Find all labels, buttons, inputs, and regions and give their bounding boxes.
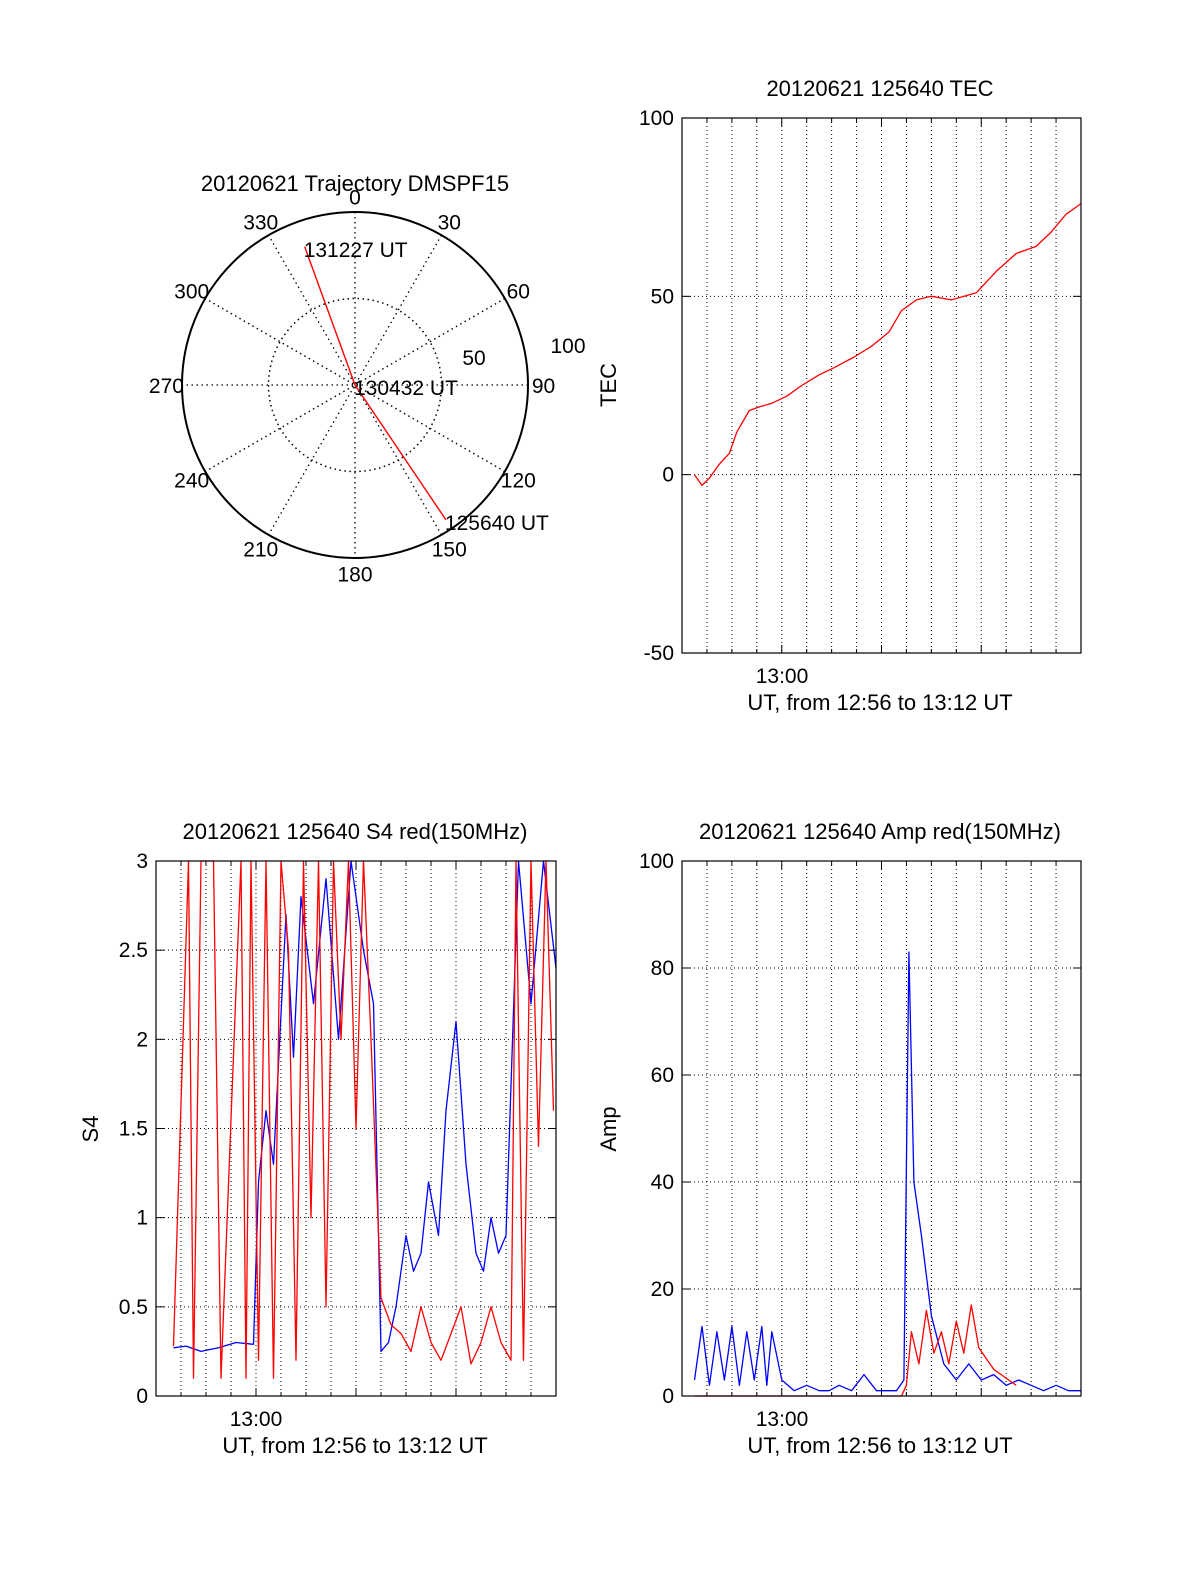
s4-series-line <box>172 860 555 1379</box>
polar-angle-label: 30 <box>438 212 461 235</box>
polar-trajectory-panel: 20120621 Trajectory DMSPF15 0 30 60 90 120 15… <box>149 171 586 587</box>
s4-y-tick-label: 3 <box>136 850 148 873</box>
tec-x-tick-label: 13:00 <box>756 665 809 688</box>
amp-y-tick-label: 40 <box>651 1171 674 1194</box>
tec-chart-panel: 20120621 125640 TEC UT, from 12:56 to 13… <box>596 76 1082 715</box>
amp-series-blue <box>693 951 1081 1392</box>
s4-y-tick-label: 1.5 <box>119 1118 148 1141</box>
tec-series-line <box>693 203 1082 487</box>
s4-series-red <box>172 860 555 1379</box>
polar-ring-50 <box>267 297 443 473</box>
amp-x-axis-label: UT, from 12:56 to 13:12 UT <box>747 1433 1012 1458</box>
amp-series-line <box>694 1304 1017 1397</box>
amp-y-tick-label: 80 <box>651 957 674 980</box>
s4-chart-title: 20120621 125640 S4 red(150MHz) <box>183 819 528 844</box>
s4-series-blue <box>173 860 557 1353</box>
polar-chart-title: 20120621 Trajectory DMSPF15 <box>201 171 509 196</box>
amp-chart-panel: 20120621 125640 Amp red(150MHz) UT, from… <box>596 819 1082 1458</box>
s4-chart-panel: 20120621 125640 S4 red(150MHz) UT, from … <box>78 819 557 1458</box>
tec-y-axis-label: TEC <box>596 363 621 407</box>
amp-chart-title: 20120621 125640 Amp red(150MHz) <box>699 819 1061 844</box>
polar-angle-label: 270 <box>149 375 184 398</box>
polar-time-annotation: 125640 UT <box>445 512 549 535</box>
amp-y-tick-label: 0 <box>662 1385 674 1408</box>
s4-x-tick-label: 13:00 <box>230 1408 283 1431</box>
amp-y-tick-label: 100 <box>639 850 674 873</box>
polar-angle-label: 90 <box>532 375 555 398</box>
tec-y-tick-label: 50 <box>651 285 674 308</box>
polar-trajectory-line <box>304 246 447 521</box>
polar-time-annotation: 131227 UT <box>304 239 408 262</box>
tec-y-tick-label: -50 <box>644 642 674 665</box>
polar-angle-label: 240 <box>174 469 209 492</box>
s4-y-tick-label: 0.5 <box>119 1296 148 1319</box>
polar-angle-label: 330 <box>243 212 278 235</box>
s4-y-tick-label: 2.5 <box>119 939 148 962</box>
amp-y-tick-label: 20 <box>651 1278 674 1301</box>
tec-x-axis-label: UT, from 12:56 to 13:12 UT <box>747 690 1012 715</box>
polar-time-annotation: 130432 UT <box>354 377 458 400</box>
polar-angle-label: 0 <box>349 186 361 209</box>
polar-angle-label: 150 <box>432 538 467 561</box>
tec-series-red <box>693 203 1082 487</box>
amp-x-tick-label: 13:00 <box>756 1408 809 1431</box>
amp-plot-frame <box>681 860 1082 1397</box>
polar-angle-label: 180 <box>337 564 372 587</box>
amp-series-line <box>693 951 1081 1392</box>
amp-y-axis-label: Amp <box>596 1106 621 1151</box>
polar-angle-label: 210 <box>243 538 278 561</box>
polar-angle-label: 120 <box>501 469 536 492</box>
polar-radial-label: 50 <box>462 347 485 370</box>
tec-y-tick-label: 0 <box>662 464 674 487</box>
s4-y-axis-label: S4 <box>78 1116 103 1143</box>
amp-series-red <box>694 1304 1017 1397</box>
s4-plot-frame <box>155 860 557 1397</box>
tec-plot-frame <box>681 117 1082 654</box>
polar-ring-outer <box>181 211 529 559</box>
polar-angle-label: 300 <box>174 281 209 304</box>
s4-y-tick-label: 1 <box>136 1207 148 1230</box>
s4-x-axis-label: UT, from 12:56 to 13:12 UT <box>222 1433 487 1458</box>
s4-series-line <box>173 860 557 1353</box>
polar-angle-label: 60 <box>507 281 530 304</box>
s4-y-tick-label: 2 <box>136 1028 148 1051</box>
tec-y-tick-label: 100 <box>639 107 674 130</box>
amp-y-tick-label: 60 <box>651 1064 674 1087</box>
s4-y-tick-label: 0 <box>136 1385 148 1408</box>
tec-chart-title: 20120621 125640 TEC <box>766 76 993 101</box>
polar-radial-label: 100 <box>550 335 585 358</box>
